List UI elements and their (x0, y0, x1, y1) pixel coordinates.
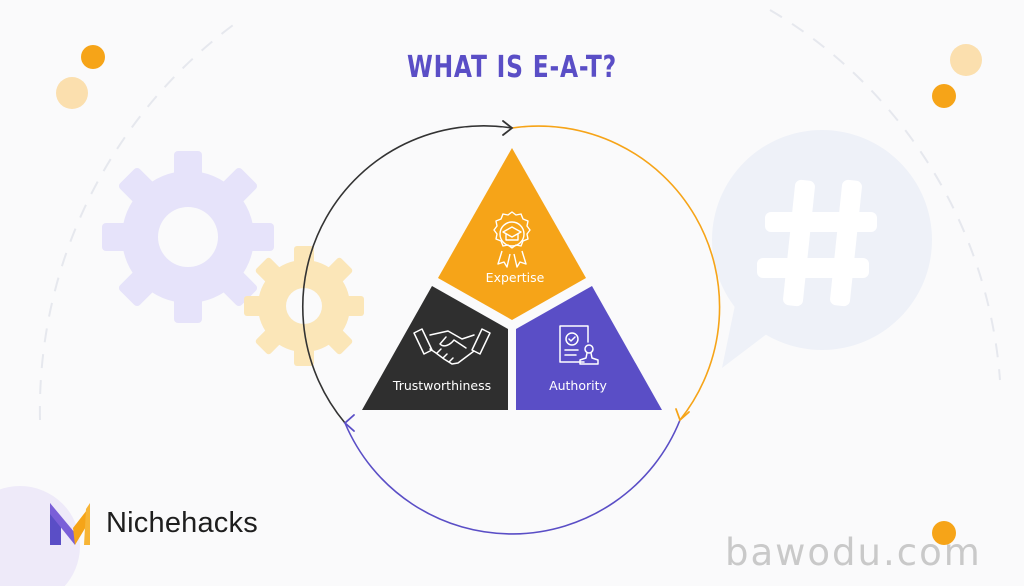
decorative-dots (0, 44, 982, 586)
orange-gear-icon (244, 246, 364, 366)
cycle-arc-purple (344, 419, 681, 535)
authority-label: Authority (549, 378, 607, 393)
arrowhead-left (343, 414, 355, 432)
hashtag-bubble-icon (712, 130, 932, 368)
logo-mark-spacer (50, 500, 90, 546)
page-title: WHAT IS E-A-T? (406, 50, 618, 85)
watermark-text: bawodu.com (725, 531, 982, 574)
expertise-label: Expertise (486, 270, 545, 285)
award-ribbon-icon (493, 211, 531, 268)
cycle-arrowheads (343, 120, 690, 432)
arrowhead-right (675, 408, 690, 422)
arrowhead-top (502, 120, 514, 136)
handshake-icon (413, 328, 491, 365)
brand-logo: Nichehacks (50, 500, 258, 546)
cycle-arc-dark (302, 125, 513, 424)
trustworthiness-segment (362, 286, 508, 410)
nichehacks-logo-icon (50, 503, 90, 545)
cycle-ring (302, 125, 721, 535)
trustworthiness-label: Trustworthiness (392, 378, 491, 393)
brand-name: Nichehacks (106, 506, 258, 539)
expertise-segment (438, 148, 586, 320)
cycle-arc-orange (511, 125, 721, 421)
authority-segment (516, 286, 662, 410)
background-dashed-arc (38, 9, 1001, 421)
certificate-icon (559, 325, 599, 365)
